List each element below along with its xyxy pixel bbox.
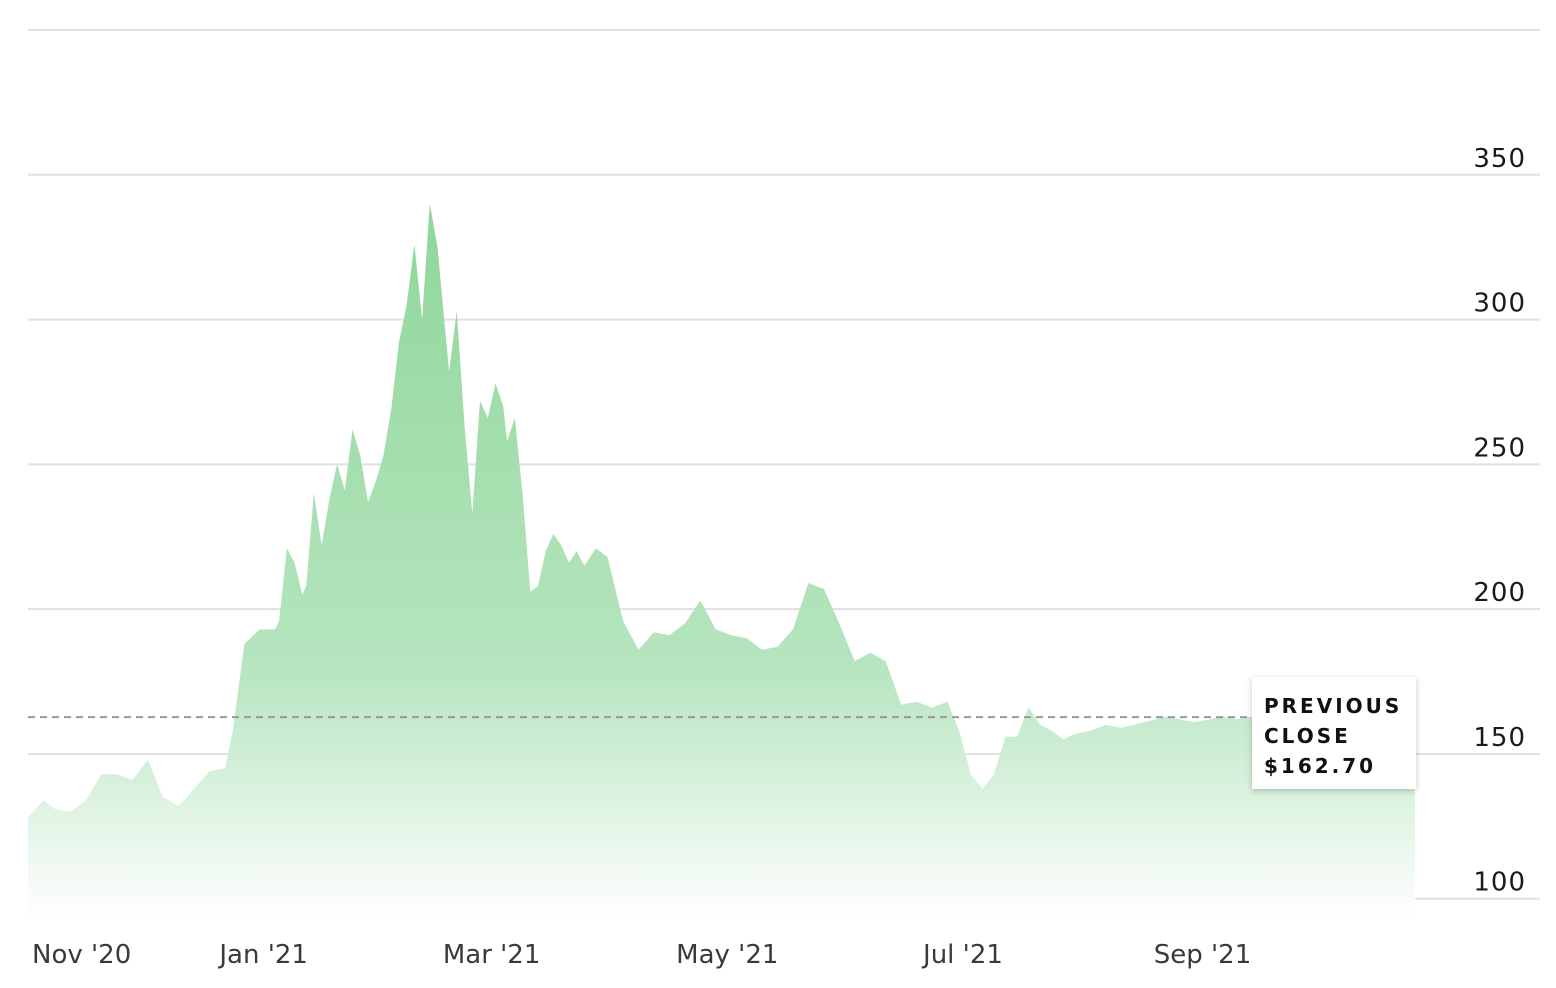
y-tick-label: 300 [1473, 289, 1526, 319]
y-tick-label: 100 [1473, 868, 1526, 898]
price-area [28, 203, 1415, 919]
x-tick-label: Jan '21 [217, 940, 308, 970]
y-tick-label: 250 [1473, 433, 1526, 463]
x-tick-label: Sep '21 [1154, 940, 1252, 970]
previous-close-value: $162.70 [1264, 754, 1377, 778]
x-tick-label: Nov '20 [32, 940, 131, 970]
x-axis: Nov '20 Jan '21 Mar '21 May '21 Jul '21 Sep '… [32, 940, 1251, 970]
y-tick-label: 200 [1473, 578, 1526, 608]
previous-close-label-line2: CLOSE [1264, 724, 1351, 748]
price-area-series [28, 203, 1415, 919]
previous-close-label-line1: PREVIOUS [1264, 694, 1403, 718]
y-tick-label: 150 [1473, 723, 1526, 753]
y-tick-label: 350 [1473, 144, 1526, 174]
x-tick-label: Jul '21 [921, 940, 1003, 970]
y-axis: 100 150 200 250 300 350 [1473, 144, 1526, 898]
x-tick-label: May '21 [676, 940, 778, 970]
previous-close-tooltip: PREVIOUS CLOSE $162.70 [1252, 677, 1416, 789]
x-tick-label: Mar '21 [443, 940, 541, 970]
